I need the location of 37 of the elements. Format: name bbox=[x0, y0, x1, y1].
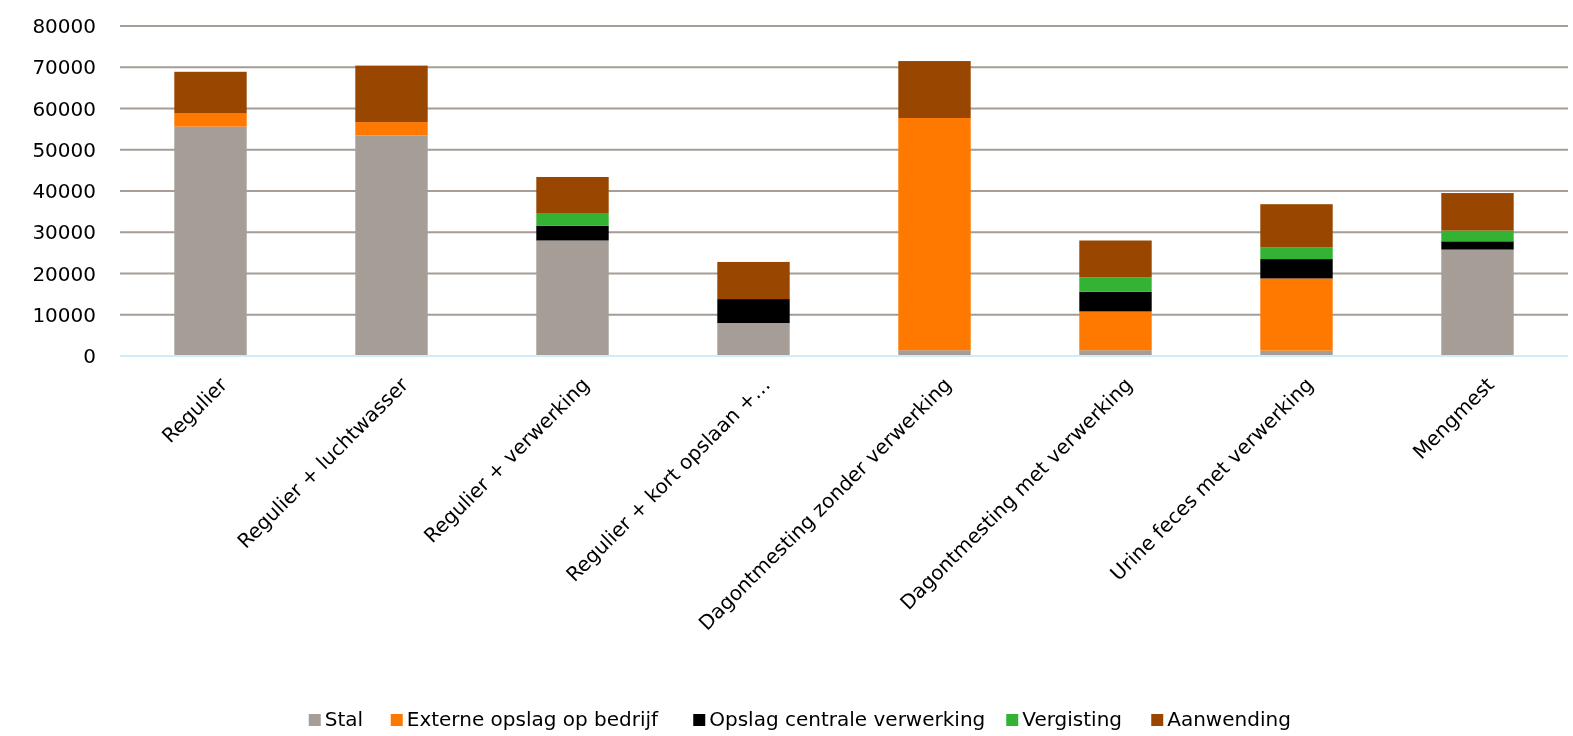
y-tick-label: 50000 bbox=[32, 137, 96, 162]
y-tick-label: 60000 bbox=[32, 96, 96, 121]
bar bbox=[1079, 277, 1152, 292]
bar bbox=[174, 71, 247, 114]
bar bbox=[1260, 247, 1333, 260]
bar bbox=[1079, 291, 1152, 312]
bar bbox=[1079, 240, 1152, 278]
bar bbox=[717, 261, 790, 300]
y-tick-label: 30000 bbox=[32, 220, 96, 245]
legend-label: Opslag centrale verwerking bbox=[709, 707, 986, 731]
bar bbox=[174, 113, 247, 127]
legend-label: Externe opslag op bedrijf bbox=[406, 707, 660, 731]
y-tick-label: 40000 bbox=[32, 179, 96, 203]
y-tick-label: 70000 bbox=[32, 55, 96, 80]
bar bbox=[1441, 241, 1514, 250]
bar bbox=[1260, 278, 1333, 351]
bar bbox=[1079, 311, 1152, 351]
y-tick-label: 10000 bbox=[32, 302, 96, 327]
bar bbox=[717, 323, 790, 356]
bar bbox=[536, 225, 609, 241]
legend-label: Stal bbox=[324, 707, 364, 731]
legend-label: Vergisting bbox=[1022, 707, 1122, 731]
bar bbox=[1260, 204, 1333, 248]
bar bbox=[898, 117, 971, 351]
bar bbox=[355, 65, 428, 123]
legend-label: Aanwending bbox=[1167, 707, 1291, 731]
y-tick-label: 20000 bbox=[32, 261, 96, 286]
bar bbox=[355, 122, 428, 136]
bar bbox=[898, 61, 971, 118]
bar bbox=[1441, 193, 1514, 231]
bar bbox=[536, 213, 609, 226]
bar bbox=[1441, 230, 1514, 242]
bar bbox=[1260, 259, 1333, 279]
bar bbox=[717, 299, 790, 323]
y-tick-label: 0 bbox=[83, 344, 96, 368]
y-tick-label: 80000 bbox=[32, 14, 96, 38]
bar bbox=[536, 176, 609, 214]
